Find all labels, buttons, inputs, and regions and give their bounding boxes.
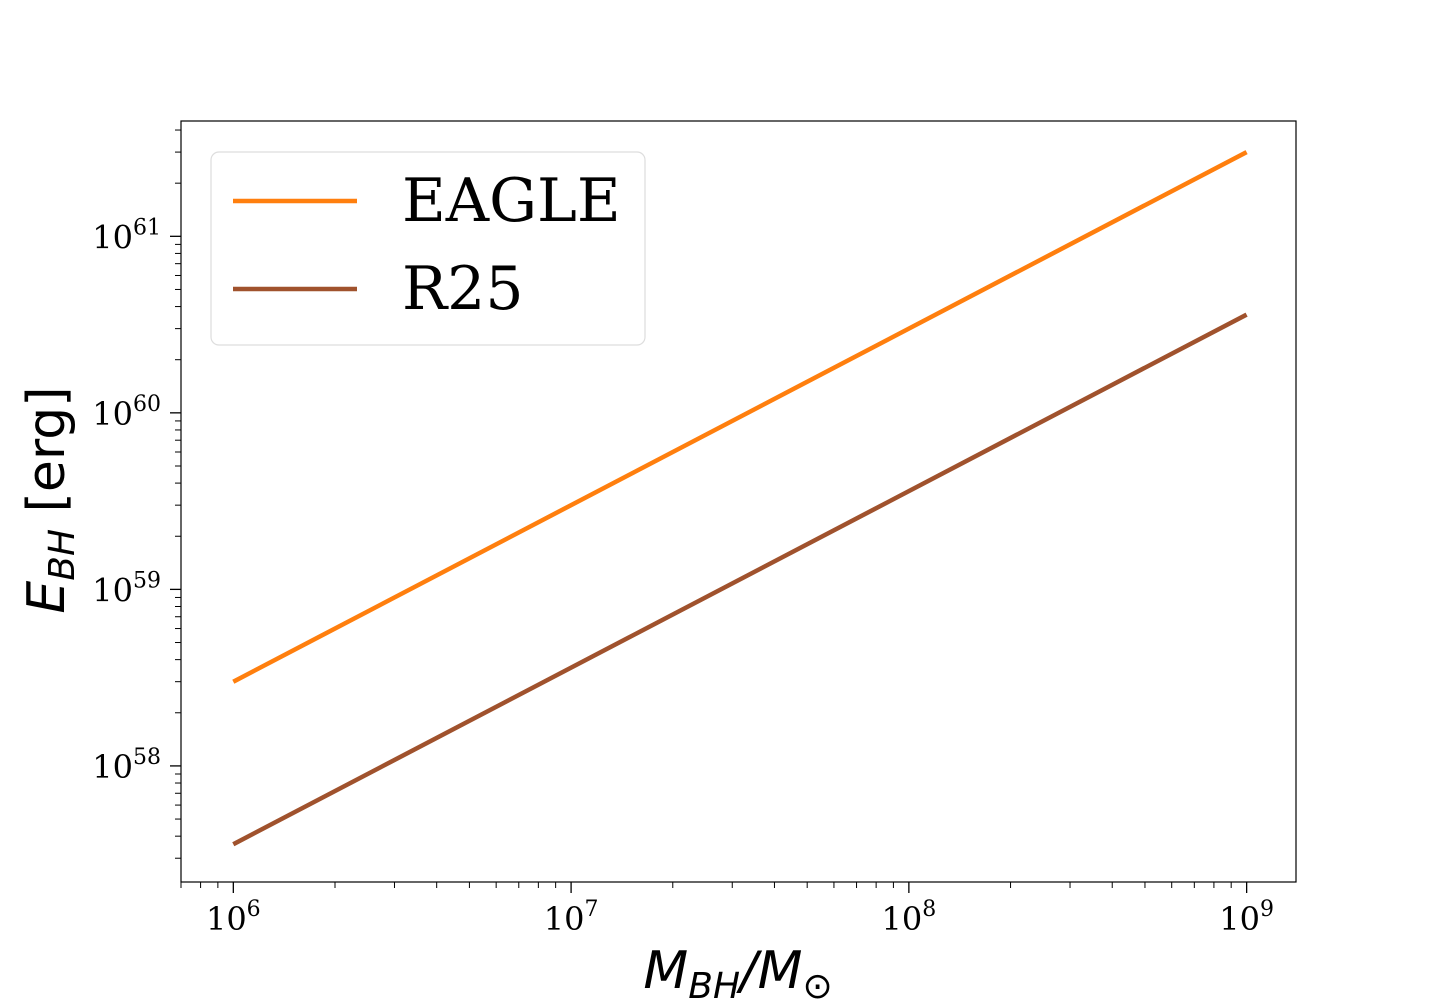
legend-label-eagle: EAGLE — [402, 166, 621, 236]
x-tick-exp: 6 — [247, 897, 261, 922]
x-tick-labels: 106 107 108 109 — [206, 897, 1274, 938]
y-tick-base: 10 — [92, 218, 133, 256]
x-tick-label: 106 — [206, 897, 261, 938]
y-tick-exp: 60 — [133, 392, 161, 417]
minor-ticks — [175, 129, 1232, 888]
x-axis-title-main: M — [643, 941, 688, 1001]
x-axis-title-sun: ⊙ — [802, 966, 832, 1007]
series-line-eagle — [232, 150, 1248, 684]
x-tick-base: 10 — [544, 900, 585, 938]
y-axis-title-sub: BH — [42, 529, 83, 581]
x-axis-title: MBH/M⊙ — [643, 941, 832, 1007]
y-tick-exp: 58 — [133, 745, 161, 770]
y-axis-title: EBH [erg] — [17, 386, 83, 613]
y-tick-exp: 59 — [133, 568, 161, 593]
y-tick-exp: 61 — [133, 215, 161, 240]
x-axis-title-sub: BH — [688, 966, 740, 1007]
x-tick-label: 109 — [1219, 897, 1274, 938]
plot-frame — [180, 120, 1297, 883]
major-ticks — [170, 235, 1248, 893]
series-lines — [232, 150, 1248, 847]
x-tick-base: 10 — [206, 900, 247, 938]
x-tick-exp: 9 — [1260, 897, 1274, 922]
x-tick-exp: 8 — [922, 897, 936, 922]
x-tick-exp: 7 — [584, 897, 598, 922]
y-axis-title-main: E — [17, 581, 77, 614]
legend: EAGLE R25 — [210, 151, 646, 346]
x-tick-label: 107 — [544, 897, 599, 938]
y-tick-label: 1058 — [92, 745, 161, 786]
y-tick-base: 10 — [92, 571, 133, 609]
y-axis-title-rest: [erg] — [17, 386, 77, 529]
y-tick-label: 1061 — [92, 215, 161, 256]
x-tick-base: 10 — [1219, 900, 1260, 938]
y-tick-label: 1059 — [92, 568, 161, 609]
x-axis-title-rest: /M — [736, 941, 802, 1001]
y-tick-label: 1060 — [92, 392, 161, 433]
y-tick-base: 10 — [92, 395, 133, 433]
y-tick-base: 10 — [92, 748, 133, 786]
x-tick-base: 10 — [882, 900, 923, 938]
x-tick-label: 108 — [882, 897, 937, 938]
series-line-r25 — [232, 312, 1248, 847]
legend-label-r25: R25 — [402, 254, 524, 324]
